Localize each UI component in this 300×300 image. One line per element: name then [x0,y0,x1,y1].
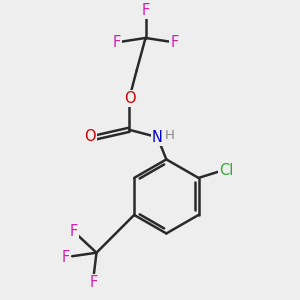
Text: F: F [141,3,150,18]
Text: Cl: Cl [219,163,233,178]
Text: F: F [170,35,179,50]
Text: O: O [124,91,136,106]
Text: F: F [62,250,70,265]
Text: F: F [112,35,121,50]
Text: F: F [69,224,77,238]
Text: O: O [84,129,96,144]
Text: H: H [165,129,175,142]
Text: F: F [89,275,98,290]
Text: N: N [152,130,163,145]
